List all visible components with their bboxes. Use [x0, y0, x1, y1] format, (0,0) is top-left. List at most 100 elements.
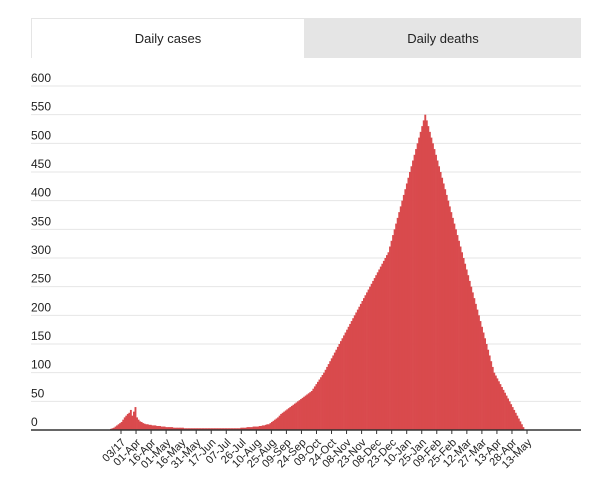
bar: [234, 428, 237, 430]
bar: [474, 303, 477, 430]
bar: [257, 426, 260, 430]
x-axis-ticks: 03/1701-Apr16-Apr01-May16-May31-May17-Ju…: [100, 430, 535, 471]
bar: [409, 172, 411, 430]
bar: [448, 206, 451, 430]
bar: [392, 235, 395, 430]
bar: [278, 415, 281, 430]
y-tick-label: 50: [31, 386, 45, 400]
bar: [235, 428, 238, 430]
bar: [140, 421, 143, 430]
bar: [267, 424, 270, 430]
bar: [202, 428, 204, 430]
bar: [179, 427, 181, 430]
bar: [323, 372, 326, 430]
bar: [228, 428, 230, 430]
bar: [424, 114, 427, 431]
bar: [151, 425, 154, 430]
bar: [428, 131, 431, 430]
bar: [405, 183, 408, 430]
bar: [361, 301, 364, 430]
bar: [468, 280, 471, 430]
y-tick-label: 550: [31, 100, 51, 114]
bar: [284, 410, 287, 430]
bar: [195, 428, 198, 430]
bar: [395, 223, 398, 430]
bar: [493, 372, 496, 430]
bar: [382, 260, 385, 430]
bar: [453, 223, 456, 430]
bar: [355, 312, 358, 430]
y-tick-label: 450: [31, 157, 51, 171]
bar: [255, 426, 258, 430]
bar: [191, 428, 194, 430]
bar: [166, 427, 169, 430]
bar: [205, 428, 207, 430]
bar: [393, 229, 396, 430]
bar: [136, 417, 138, 430]
bar: [340, 341, 342, 430]
bar: [321, 374, 324, 430]
bar: [379, 266, 382, 430]
bar: [513, 409, 516, 430]
bar: [502, 389, 505, 430]
bar: [335, 349, 338, 430]
y-tick-label: 0: [31, 415, 38, 429]
bar: [218, 428, 221, 430]
bar: [194, 428, 197, 430]
bar: [225, 428, 227, 430]
bar: [510, 404, 513, 430]
bar: [249, 427, 252, 430]
bar: [203, 428, 206, 430]
bar: [494, 375, 497, 430]
bar: [511, 407, 514, 430]
bar: [152, 425, 155, 430]
bar: [128, 412, 131, 430]
bar: [119, 423, 122, 430]
bar: [318, 379, 321, 430]
bar: [324, 369, 327, 430]
bar: [451, 217, 454, 430]
bar: [497, 381, 500, 430]
y-tick-label: 200: [31, 300, 51, 314]
y-tick-label: 500: [31, 128, 51, 142]
bar: [358, 306, 361, 430]
bar: [275, 418, 278, 430]
bar: [439, 172, 442, 430]
bar: [519, 421, 522, 430]
bar-series: [110, 114, 525, 431]
bar: [430, 137, 433, 430]
bar: [307, 393, 310, 430]
bar: [373, 278, 376, 430]
bar: [297, 401, 299, 430]
bar: [240, 427, 243, 430]
bar: [232, 428, 235, 430]
tab-daily-cases[interactable]: Daily cases: [31, 18, 305, 58]
bar: [416, 143, 419, 430]
tab-bar: Daily cases Daily deaths: [31, 18, 581, 58]
bar: [303, 396, 306, 430]
tab-daily-deaths[interactable]: Daily deaths: [407, 30, 479, 46]
bar: [310, 391, 313, 430]
bar: [180, 427, 183, 430]
bar: [261, 425, 264, 430]
bar: [292, 404, 295, 430]
bar: [186, 428, 189, 430]
bar: [271, 421, 273, 430]
bar: [281, 412, 284, 430]
bar: [200, 428, 203, 430]
bar: [168, 427, 171, 430]
bar: [209, 428, 212, 430]
bar: [338, 344, 341, 430]
bar: [349, 323, 352, 430]
bar: [427, 126, 430, 430]
bar: [206, 428, 209, 430]
bar: [455, 229, 457, 430]
y-tick-label: 400: [31, 186, 51, 200]
bar: [444, 189, 447, 430]
bar: [175, 427, 178, 430]
bar: [410, 166, 413, 430]
bar: [174, 427, 177, 430]
bar: [398, 212, 401, 430]
bar: [522, 427, 525, 430]
